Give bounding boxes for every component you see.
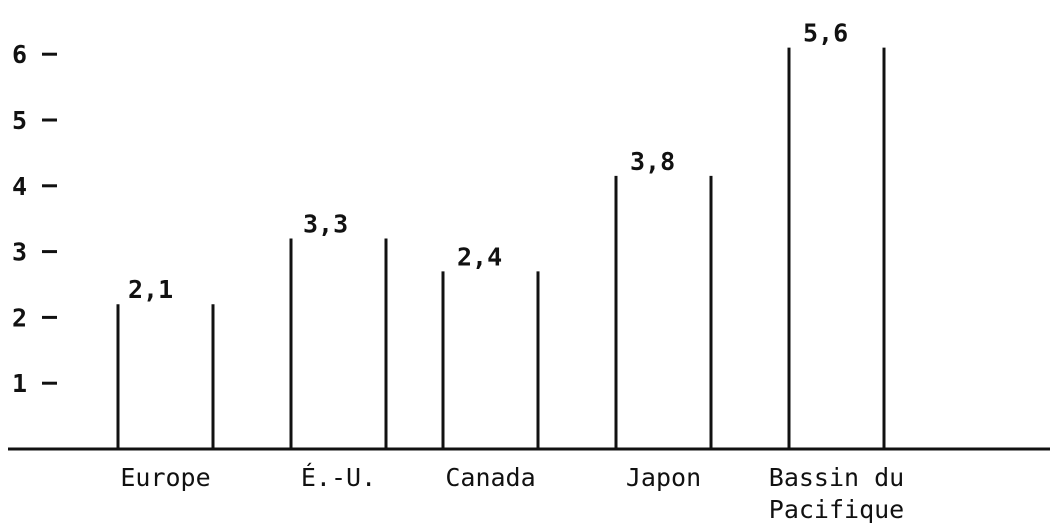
category-label: Canada <box>445 463 535 492</box>
value-label: 3,8 <box>630 147 675 176</box>
bar <box>116 304 215 449</box>
value-label: 5,6 <box>803 19 848 48</box>
bar <box>614 175 713 449</box>
bar <box>441 271 540 449</box>
y-tick-label: 3 <box>12 238 27 267</box>
category-label: É.-U. <box>301 463 376 492</box>
y-tick-label: 4 <box>12 172 27 201</box>
category-label: Pacifique <box>769 495 904 524</box>
category-label: Europe <box>120 463 210 492</box>
y-tick-label: 2 <box>12 303 27 332</box>
y-tick-label: 6 <box>12 40 27 69</box>
y-axis-ticks: 1 2 3 4 5 6 <box>12 40 57 398</box>
category-label: Japon <box>626 463 701 492</box>
category-label: Bassin du <box>769 463 904 492</box>
y-tick-label: 1 <box>12 369 27 398</box>
bars <box>116 47 886 449</box>
value-label: 2,1 <box>128 275 173 304</box>
bar <box>787 47 886 449</box>
value-label: 2,4 <box>457 242 502 271</box>
y-tick-label: 5 <box>12 106 27 135</box>
value-labels: 2,1 3,3 2,4 3,8 5,6 <box>128 19 848 305</box>
value-label: 3,3 <box>303 209 348 238</box>
category-labels: Europe É.-U. Canada Japon Bassin du Pacifique <box>120 463 904 524</box>
bar <box>289 238 388 449</box>
